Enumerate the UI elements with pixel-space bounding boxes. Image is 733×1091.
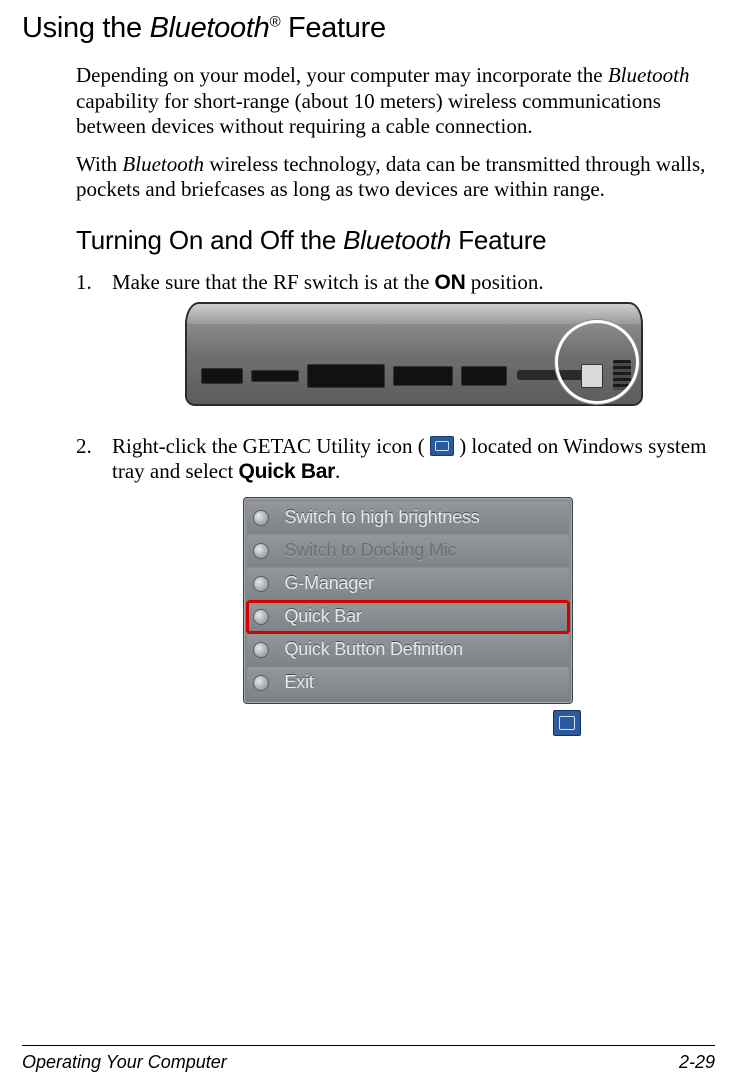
port-3 <box>307 364 385 388</box>
p1-t2: capability for short-range (about 10 met… <box>76 89 661 139</box>
h1-italic: Bluetooth <box>150 12 270 44</box>
port-5 <box>461 366 507 386</box>
port-4 <box>393 366 453 386</box>
system-tray <box>243 710 581 736</box>
menu-item-docking-mic: Switch to Docking Mic <box>247 535 569 567</box>
bullet-icon <box>253 642 269 658</box>
h1-registered: ® <box>269 13 280 30</box>
document-page: Using the Bluetooth® Feature Depending o… <box>0 0 733 1091</box>
menu-item-g-manager[interactable]: G-Manager <box>247 568 569 600</box>
port-2 <box>251 370 299 382</box>
p2-t1: With <box>76 152 122 176</box>
p1-t1: Depending on your model, your computer m… <box>76 63 608 87</box>
step-2-number: 2. <box>76 434 92 460</box>
steps-list: 1. Make sure that the RF switch is at th… <box>76 270 711 736</box>
p2-italic: Bluetooth <box>122 152 204 176</box>
device-body <box>187 324 641 404</box>
step-2: 2. Right-click the GETAC Utility icon ( … <box>76 434 711 736</box>
h1-post: Feature <box>280 12 386 44</box>
body-column: Depending on your model, your computer m… <box>76 63 711 736</box>
port-1 <box>201 368 243 384</box>
bullet-icon <box>253 576 269 592</box>
paragraph-1: Depending on your model, your computer m… <box>76 63 711 140</box>
paragraph-2: With Bluetooth wireless technology, data… <box>76 152 711 203</box>
menu-label: Switch to Docking Mic <box>285 540 457 562</box>
step-1: 1. Make sure that the RF switch is at th… <box>76 270 711 406</box>
step-1-t2: position. <box>465 270 543 294</box>
step-1-on: ON <box>435 271 466 294</box>
bullet-icon <box>253 609 269 625</box>
h2-italic: Bluetooth <box>343 225 451 255</box>
menu-label: Quick Button Definition <box>285 639 464 661</box>
footer-page-number: 2-29 <box>679 1052 715 1073</box>
menu-label: Switch to high brightness <box>285 507 480 529</box>
menu-item-quick-bar[interactable]: Quick Bar <box>247 601 569 633</box>
menu-label: G-Manager <box>285 573 374 595</box>
getac-utility-icon <box>430 436 454 456</box>
menu-item-brightness[interactable]: Switch to high brightness <box>247 502 569 534</box>
step-1-number: 1. <box>76 270 92 296</box>
device-frame <box>185 302 643 406</box>
bullet-icon <box>253 510 269 526</box>
menu-item-quick-button-def[interactable]: Quick Button Definition <box>247 634 569 666</box>
p1-italic: Bluetooth <box>608 63 690 87</box>
step-2-t1: Right-click the GETAC Utility icon ( <box>112 434 425 458</box>
rf-switch-knob <box>581 364 603 388</box>
menu-label: Exit <box>285 672 314 694</box>
step-2-t3: . <box>335 459 340 483</box>
h2-pre: Turning On and Off the <box>76 225 343 255</box>
menu-item-exit[interactable]: Exit <box>247 667 569 699</box>
bullet-icon <box>253 543 269 559</box>
figure-context-menu: Switch to high brightness Switch to Dock… <box>243 497 581 736</box>
page-footer: Operating Your Computer 2-29 <box>22 1045 715 1073</box>
heading-using-bluetooth: Using the Bluetooth® Feature <box>22 12 715 45</box>
bullet-icon <box>253 675 269 691</box>
heading-turning-on-off: Turning On and Off the Bluetooth Feature <box>22 225 711 256</box>
tray-getac-icon[interactable] <box>553 710 581 736</box>
h2-post: Feature <box>451 225 546 255</box>
figure-device-side <box>185 302 639 406</box>
step-1-t1: Make sure that the RF switch is at the <box>112 270 435 294</box>
step-2-quickbar: Quick Bar <box>239 460 336 483</box>
device-top-edge <box>187 304 641 325</box>
menu-label: Quick Bar <box>285 606 362 628</box>
context-menu: Switch to high brightness Switch to Dock… <box>243 497 573 704</box>
vent-grille <box>613 360 631 390</box>
footer-section-title: Operating Your Computer <box>22 1052 227 1073</box>
h1-pre: Using the <box>22 12 150 44</box>
